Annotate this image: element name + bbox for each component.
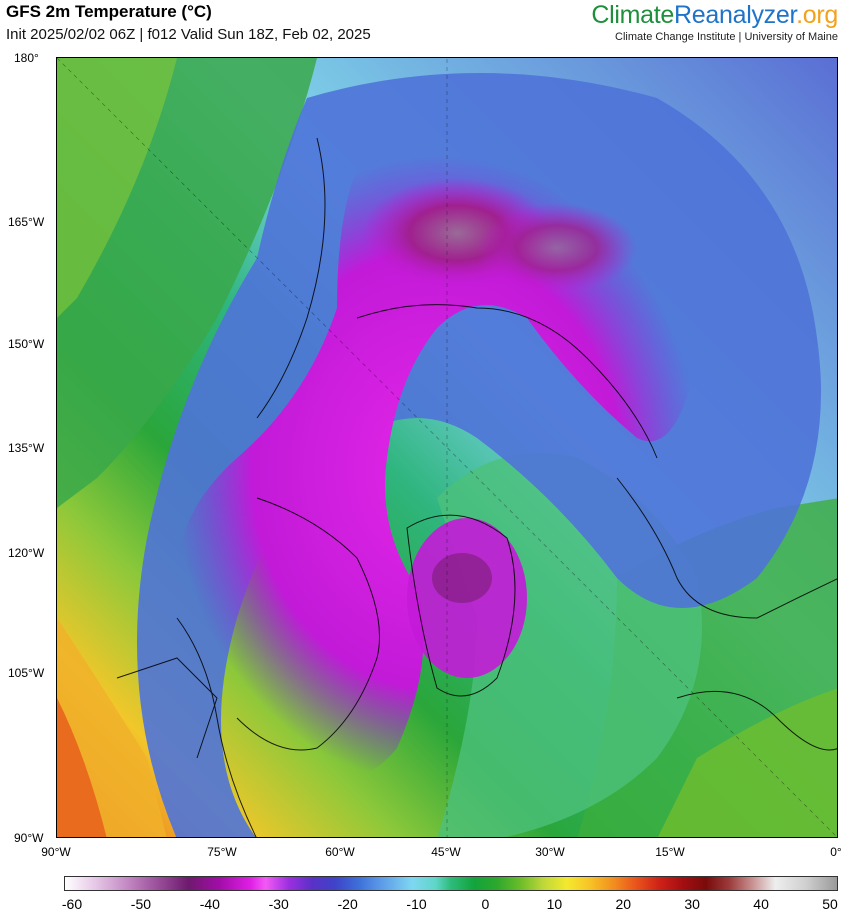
colorbar-tick-label: 40	[753, 896, 769, 912]
colorbar-tick-label: -40	[199, 896, 220, 912]
axis-label-bottom-6: 0°	[830, 845, 842, 859]
map-title: GFS 2m Temperature (°C)	[6, 2, 212, 21]
axis-label-bottom-5: 15°W	[655, 845, 685, 859]
axis-label-left-0: 180°	[14, 51, 39, 65]
map-subtitle: Init 2025/02/02 06Z | f012 Valid Sun 18Z…	[6, 26, 371, 43]
axis-label-left-6: 90°W	[14, 831, 44, 845]
colorbar-tick-label: -60	[61, 896, 83, 912]
colorbar-tick-label: 0	[481, 896, 490, 912]
axis-label-left-4: 120°W	[8, 546, 45, 560]
colorbar-tick-label: -20	[337, 896, 358, 912]
temperature-map-graphic	[57, 58, 837, 837]
colorbar-tick-label: 30	[684, 896, 700, 912]
colorbar-tick-label: -10	[406, 896, 427, 912]
colorbar-tick-label: -30	[268, 896, 289, 912]
brand-part-org: .org	[796, 1, 838, 29]
brand-part-climate: Climate	[591, 1, 675, 29]
brand-tagline: Climate Change Institute | University of…	[615, 31, 838, 43]
brand-logo[interactable]: ClimateReanalyzer.org	[591, 1, 838, 30]
axis-label-left-1: 165°W	[8, 215, 45, 229]
axis-label-left-2: 150°W	[8, 337, 45, 351]
temperature-colorbar	[64, 876, 838, 891]
colorbar-tick-label: -50	[130, 896, 152, 912]
axis-label-bottom-4: 30°W	[535, 845, 565, 859]
colorbar-tick-label: 10	[546, 896, 563, 912]
axis-label-bottom-0: 90°W	[41, 845, 71, 859]
axis-label-bottom-2: 60°W	[325, 845, 355, 859]
brand-part-reanalyzer: Reanalyzer	[674, 1, 797, 29]
colorbar-tick-label: 20	[615, 896, 632, 912]
axis-label-bottom-3: 45°W	[431, 845, 461, 859]
axis-label-left-3: 135°W	[8, 441, 45, 455]
axis-label-left-5: 105°W	[8, 666, 45, 680]
colorbar-tick-label: 50	[822, 896, 838, 912]
temperature-map[interactable]	[56, 57, 838, 838]
axis-label-bottom-1: 75°W	[207, 845, 237, 859]
